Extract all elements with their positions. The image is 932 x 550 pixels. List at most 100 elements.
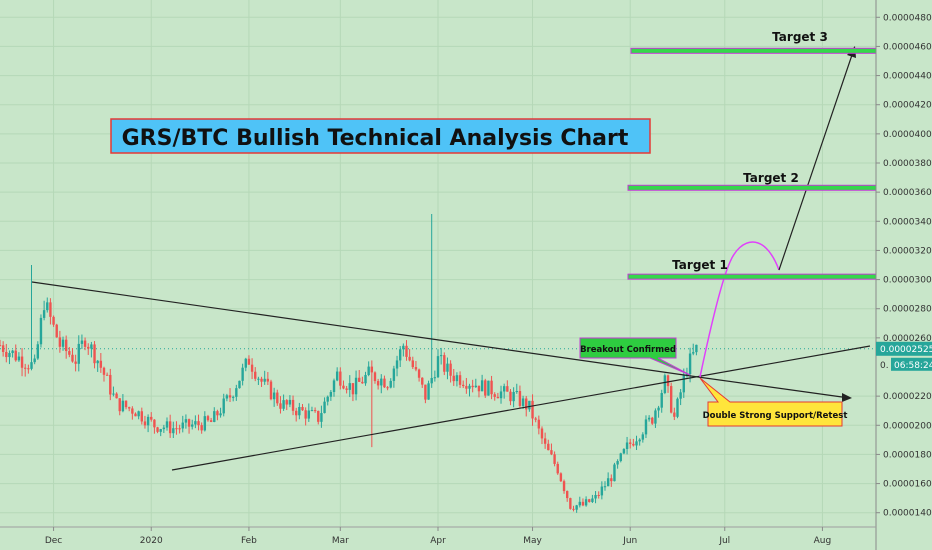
candle-body[interactable]: [209, 420, 213, 422]
candle-body[interactable]: [638, 439, 641, 442]
candle-body[interactable]: [301, 406, 304, 411]
candle-body[interactable]: [282, 400, 285, 409]
candle-body[interactable]: [342, 385, 345, 389]
candle-body[interactable]: [348, 383, 351, 390]
candle-body[interactable]: [238, 380, 241, 389]
candle-body[interactable]: [291, 399, 295, 411]
candle-body[interactable]: [153, 419, 156, 428]
candle-body[interactable]: [380, 378, 383, 386]
candle-body[interactable]: [298, 406, 301, 416]
candle-body[interactable]: [131, 408, 134, 414]
candle-body[interactable]: [272, 392, 276, 400]
candle-body[interactable]: [124, 400, 128, 408]
candle-body[interactable]: [250, 364, 254, 372]
ascending-support-line[interactable]: [171, 345, 871, 471]
candle-body[interactable]: [263, 378, 266, 382]
candle-body[interactable]: [49, 302, 52, 317]
candle-body[interactable]: [358, 377, 361, 382]
candle-body[interactable]: [77, 343, 80, 364]
candle-body[interactable]: [307, 410, 311, 419]
candle-body[interactable]: [241, 367, 244, 381]
candle-body[interactable]: [446, 363, 449, 372]
candle-body[interactable]: [635, 441, 638, 446]
candle-body[interactable]: [660, 393, 663, 408]
candle-body[interactable]: [313, 410, 317, 412]
candle-body[interactable]: [547, 443, 550, 451]
candle-body[interactable]: [402, 345, 405, 350]
candle-body[interactable]: [395, 360, 399, 369]
candle-body[interactable]: [458, 375, 462, 385]
candle-body[interactable]: [499, 391, 503, 399]
candle-body[interactable]: [310, 410, 314, 412]
candle-body[interactable]: [93, 344, 96, 364]
candle-body[interactable]: [326, 396, 329, 402]
candle-body[interactable]: [553, 454, 556, 464]
candle-body[interactable]: [203, 416, 207, 431]
candle-body[interactable]: [83, 340, 87, 347]
candle-body[interactable]: [332, 380, 336, 392]
candle-body[interactable]: [528, 400, 531, 410]
candle-body[interactable]: [335, 371, 339, 381]
candle-body[interactable]: [657, 407, 660, 411]
candle-body[interactable]: [266, 378, 270, 382]
candle-body[interactable]: [484, 380, 487, 396]
candle-body[interactable]: [285, 400, 288, 405]
target-2-line[interactable]: [627, 184, 877, 191]
candle-body[interactable]: [389, 380, 392, 388]
candle-body[interactable]: [373, 372, 377, 382]
candle-body[interactable]: [629, 442, 632, 444]
candle-body[interactable]: [565, 491, 569, 499]
candle-body[interactable]: [168, 421, 172, 434]
candlestick-series[interactable]: [0, 214, 698, 513]
candle-body[interactable]: [462, 384, 465, 387]
candle-body[interactable]: [5, 351, 8, 358]
candle-body[interactable]: [159, 429, 162, 432]
candle-body[interactable]: [112, 393, 115, 395]
candle-body[interactable]: [64, 339, 68, 352]
candle-body[interactable]: [632, 443, 635, 446]
candle-body[interactable]: [90, 344, 93, 349]
candle-body[interactable]: [581, 501, 585, 506]
candle-body[interactable]: [0, 345, 2, 347]
candle-body[interactable]: [134, 413, 137, 417]
price-axis-ticks[interactable]: 0.00001400 0.00001600 0.00001800 0.00002000…: [876, 13, 932, 519]
candle-body[interactable]: [584, 499, 588, 506]
candle-body[interactable]: [30, 362, 33, 369]
candle-body[interactable]: [619, 453, 622, 462]
candle-body[interactable]: [137, 411, 140, 417]
candle-body[interactable]: [222, 398, 225, 414]
candle-body[interactable]: [339, 371, 342, 386]
candle-body[interactable]: [219, 413, 222, 416]
candle-body[interactable]: [651, 417, 654, 424]
candle-body[interactable]: [118, 398, 121, 412]
candle-body[interactable]: [688, 353, 692, 375]
candle-body[interactable]: [27, 368, 30, 370]
candle-body[interactable]: [496, 396, 500, 399]
candle-body[interactable]: [430, 377, 433, 384]
candle-body[interactable]: [644, 419, 648, 435]
candle-body[interactable]: [477, 385, 481, 392]
target-3-line[interactable]: [630, 47, 877, 54]
candle-body[interactable]: [96, 360, 99, 364]
candle-body[interactable]: [427, 383, 430, 400]
candle-body[interactable]: [235, 388, 238, 397]
candle-body[interactable]: [512, 391, 515, 402]
candle-body[interactable]: [392, 368, 396, 381]
candle-body[interactable]: [109, 374, 112, 395]
candle-body[interactable]: [603, 486, 607, 488]
candle-body[interactable]: [490, 380, 493, 395]
candle-body[interactable]: [588, 499, 591, 502]
candle-body[interactable]: [685, 374, 689, 376]
candle-body[interactable]: [172, 428, 175, 434]
candle-body[interactable]: [443, 355, 446, 372]
candle-body[interactable]: [487, 380, 490, 396]
candle-body[interactable]: [543, 438, 547, 444]
candle-body[interactable]: [666, 375, 670, 387]
candle-body[interactable]: [55, 324, 58, 338]
candle-body[interactable]: [439, 355, 443, 357]
candle-body[interactable]: [622, 449, 626, 454]
candle-body[interactable]: [411, 360, 414, 368]
candle-body[interactable]: [408, 356, 411, 361]
candle-body[interactable]: [178, 428, 181, 430]
